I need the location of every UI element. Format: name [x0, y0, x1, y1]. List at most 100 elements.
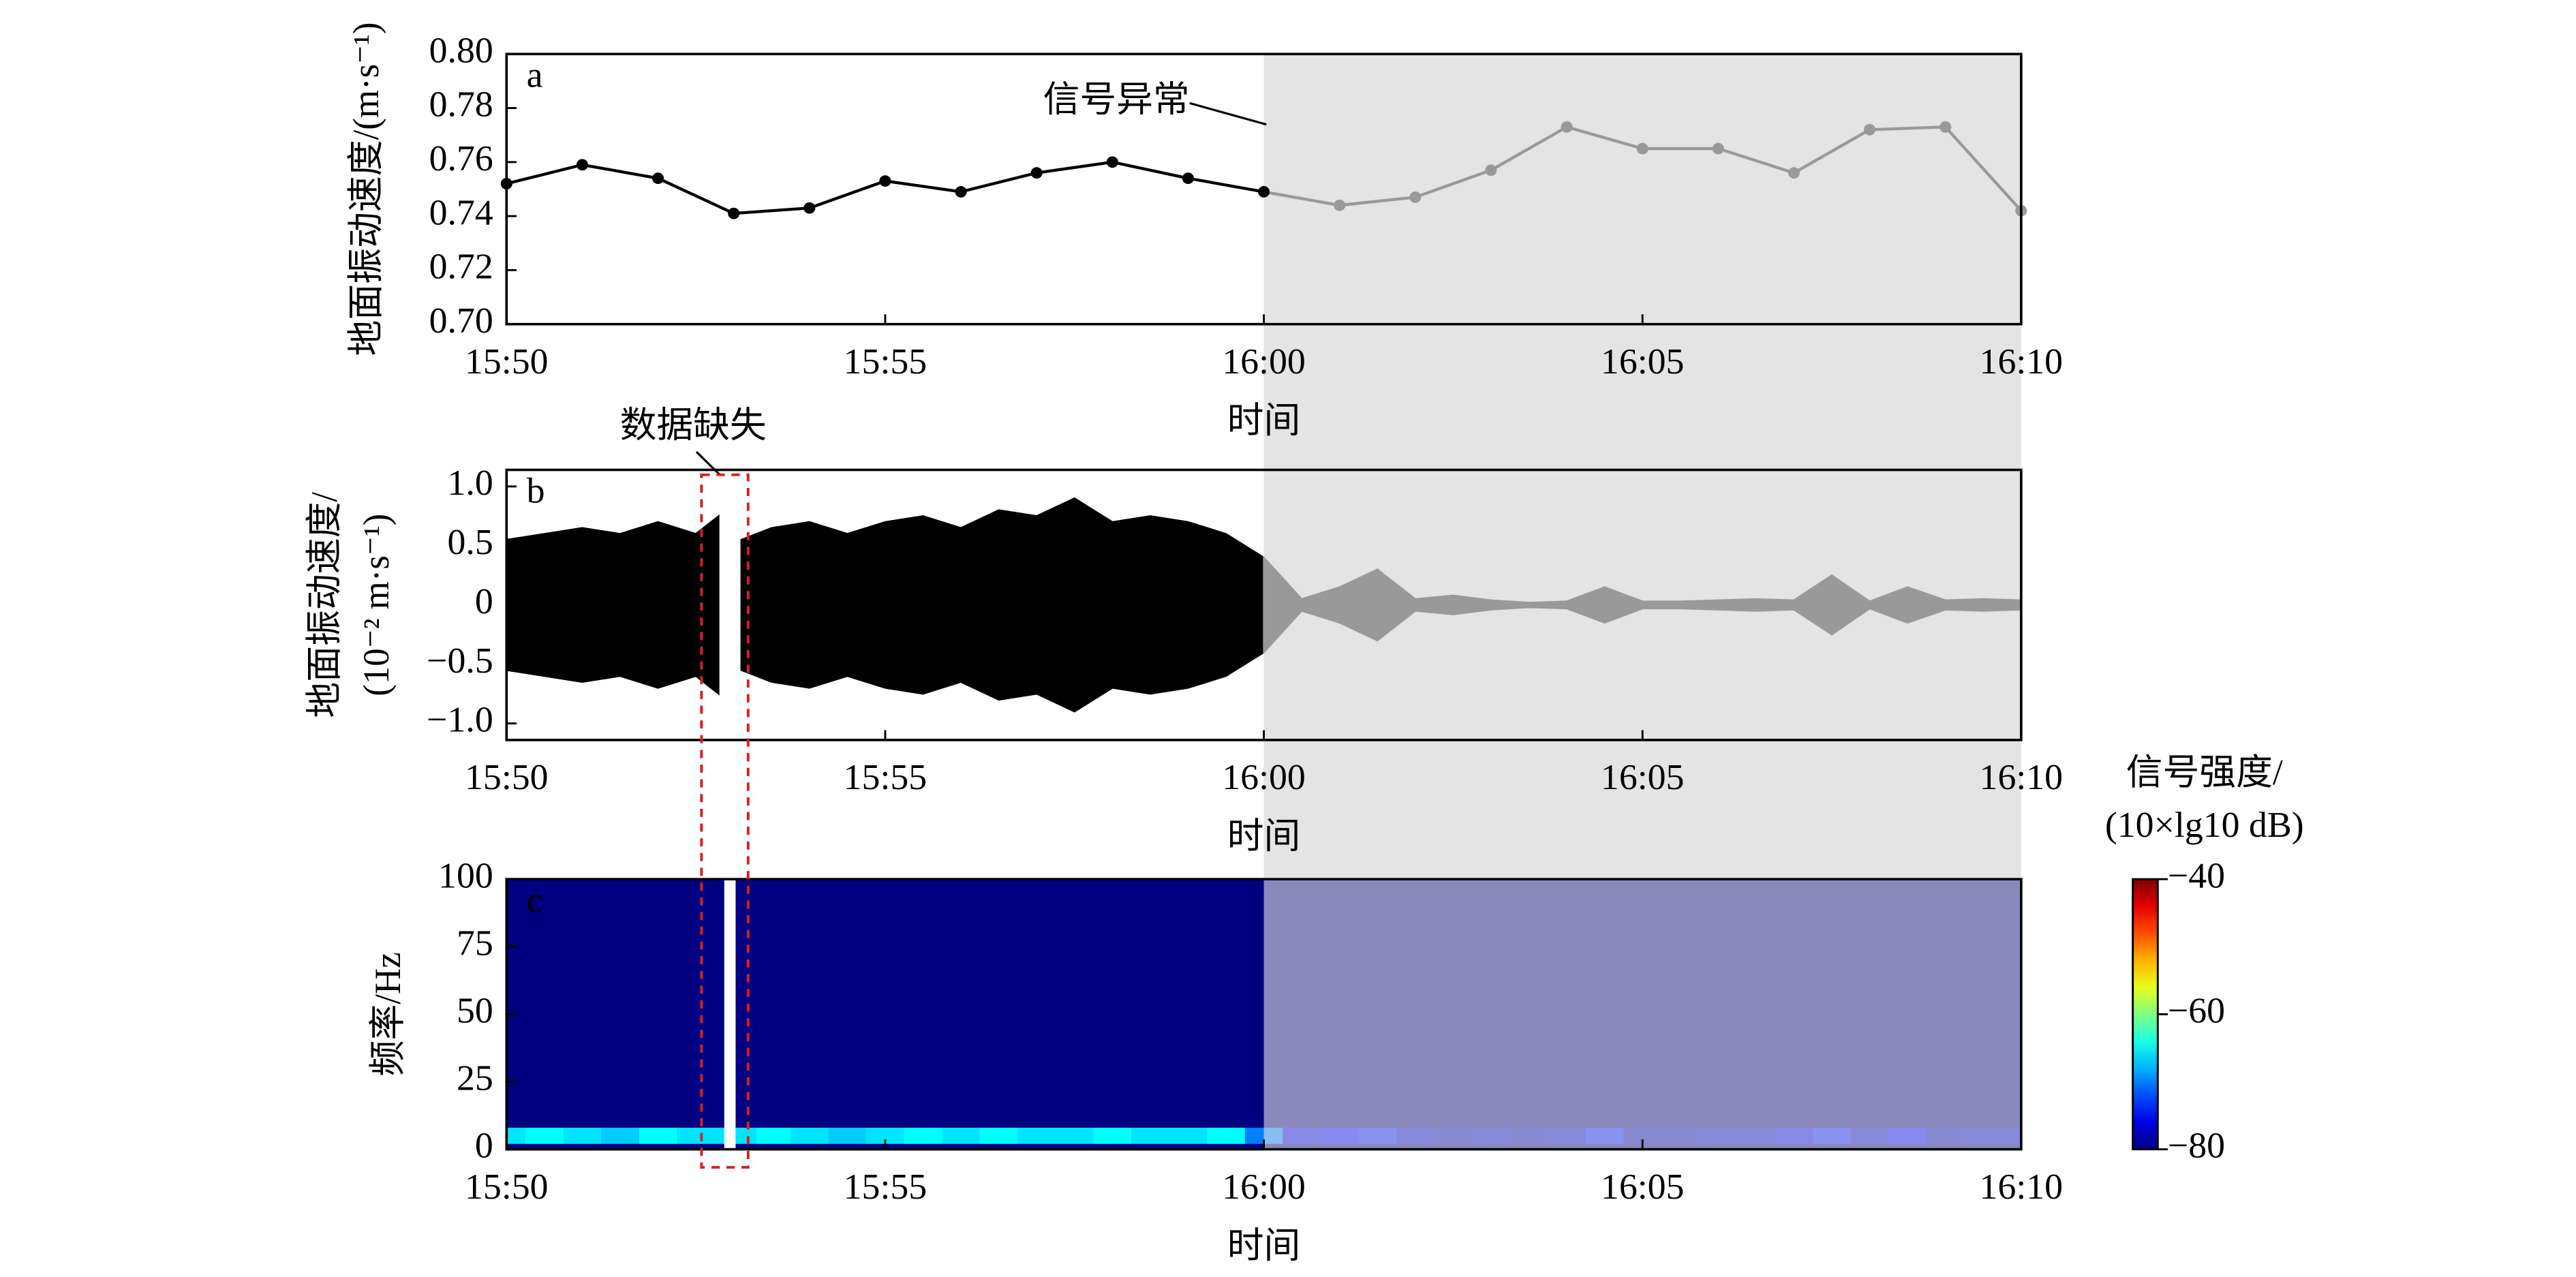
x-axis-label: 时间 [1227, 1225, 1301, 1265]
annotation-leader [695, 451, 721, 476]
heatmap-cell [866, 1127, 905, 1144]
data-point [1106, 156, 1118, 168]
y-tick-label: −1.0 [427, 699, 493, 739]
data-point [651, 172, 664, 185]
heatmap-cell [1093, 1127, 1132, 1144]
panel-label: a [527, 55, 543, 95]
y-tick-label: 0.80 [429, 30, 493, 70]
x-tick-label: 16:00 [1222, 341, 1305, 381]
heatmap-cell [707, 1127, 725, 1144]
heatmap-cell [979, 1127, 1019, 1144]
y-tick-label: 0.70 [429, 300, 493, 340]
x-tick-label: 15:50 [465, 1166, 548, 1206]
heatmap-cell [1017, 1127, 1056, 1144]
y-axis-label: (10⁻² m·s⁻¹) [355, 514, 397, 696]
y-tick-label: 0.5 [448, 521, 493, 561]
y-tick-label: 50 [457, 990, 493, 1030]
heatmap-cell [639, 1127, 678, 1144]
colorbar-tick-label: −40 [2168, 855, 2225, 895]
waveform [740, 497, 1265, 713]
y-axis-label: 地面振动速度/ [304, 492, 346, 718]
data-point [1409, 191, 1422, 203]
y-tick-label: 100 [438, 855, 493, 895]
heatmap-cell [791, 1127, 829, 1144]
shaded-region [1263, 54, 2021, 470]
colorbar-tick-label: −60 [2168, 990, 2225, 1030]
data-gap [724, 879, 736, 1150]
data-point [1485, 164, 1497, 176]
waveform [506, 514, 720, 696]
data-line [506, 160, 1264, 215]
data-point [728, 207, 740, 219]
y-tick-label: 0.72 [429, 246, 493, 286]
x-tick-label: 15:50 [465, 341, 548, 381]
y-tick-label: 0.74 [429, 192, 493, 232]
annotation: 数据缺失 [620, 405, 767, 445]
data-point [1788, 167, 1800, 179]
x-tick-label: 16:00 [1222, 757, 1305, 797]
heatmap-cell [525, 1127, 564, 1144]
heatmap-cell [1055, 1127, 1094, 1144]
y-tick-label: 1.0 [448, 462, 493, 502]
data-point [1561, 121, 1573, 133]
heatmap-cell [1207, 1127, 1246, 1144]
shaded-region [1263, 879, 2021, 1150]
y-tick-label: −0.5 [427, 640, 493, 680]
x-tick-label: 15:50 [465, 757, 548, 797]
shaded-region [1263, 470, 2021, 880]
colorbar-tick-label: −80 [2168, 1125, 2225, 1165]
data-point [1636, 142, 1649, 155]
x-tick-label: 16:05 [1601, 757, 1684, 797]
heatmap-cell [506, 1127, 526, 1144]
colorbar-title: 信号强度/ [2126, 752, 2283, 792]
y-tick-label: 0.76 [429, 138, 493, 178]
heatmap-cell [756, 1127, 791, 1144]
x-tick-label: 16:05 [1601, 341, 1684, 381]
x-tick-label: 15:55 [844, 757, 927, 797]
heatmap-cell [735, 1127, 757, 1144]
x-tick-label: 16:05 [1601, 1166, 1684, 1206]
x-axis-label: 时间 [1227, 400, 1301, 440]
x-tick-label: 16:00 [1222, 1166, 1305, 1206]
y-tick-label: 0.78 [429, 84, 493, 124]
data-point [576, 159, 588, 171]
heatmap-cell [601, 1127, 640, 1144]
data-point [1863, 123, 1876, 136]
x-tick-label: 15:55 [844, 341, 927, 381]
data-point [1030, 167, 1043, 179]
x-tick-label: 16:10 [1980, 341, 2063, 381]
colorbar [2132, 878, 2159, 1151]
data-point [1334, 199, 1346, 211]
x-tick-label: 16:10 [1980, 757, 2063, 797]
heatmap-cell [1169, 1127, 1208, 1144]
data-point [1939, 121, 1952, 133]
heatmap-cell [677, 1127, 708, 1144]
heatmap-cell [942, 1127, 981, 1144]
x-tick-label: 15:55 [844, 1166, 927, 1206]
y-tick-label: 0 [475, 1125, 493, 1165]
data-point [1182, 172, 1194, 185]
y-axis-label: 频率/Hz [367, 952, 409, 1076]
data-point [1257, 186, 1270, 198]
panel-label: c [527, 880, 543, 920]
data-point [803, 202, 816, 214]
data-point [955, 186, 967, 198]
data-point [1712, 142, 1724, 155]
y-tick-label: 75 [457, 923, 493, 963]
heatmap-cell [904, 1127, 942, 1144]
heatmap-cell [1131, 1127, 1170, 1144]
panel-label: b [527, 470, 545, 510]
y-tick-label: 0 [475, 581, 493, 621]
x-axis-label: 时间 [1227, 816, 1301, 856]
y-axis-label: 地面振动速度/(m·s⁻¹) [346, 22, 387, 356]
x-tick-label: 16:10 [1980, 1166, 2063, 1206]
heatmap-cell [563, 1127, 602, 1144]
heatmap-cell [828, 1127, 867, 1144]
data-point [879, 175, 891, 187]
y-tick-label: 25 [457, 1058, 493, 1098]
annotation-leader [1189, 102, 1267, 126]
annotation: 信号异常 [1043, 79, 1190, 119]
colorbar-title: (10×lg10 dB) [2105, 804, 2304, 844]
